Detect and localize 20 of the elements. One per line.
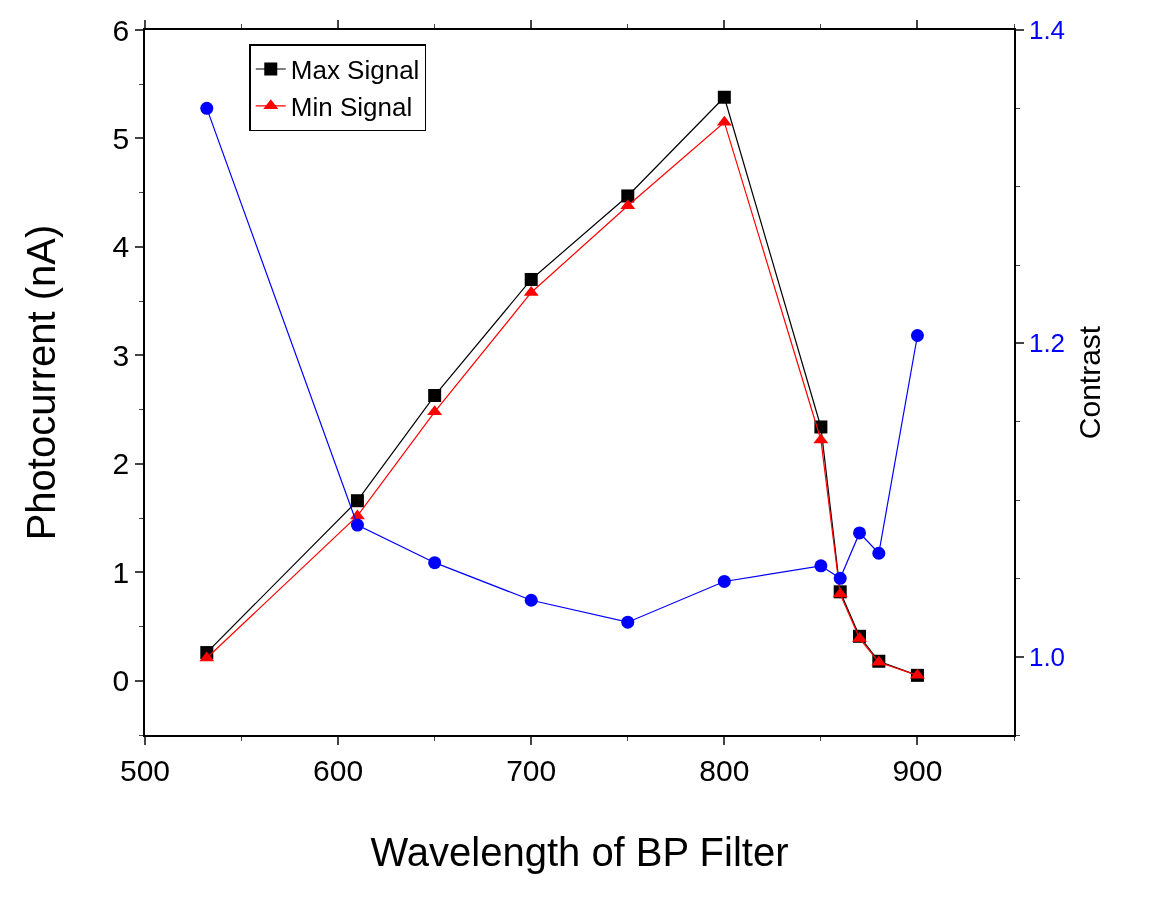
- y-tick-label: 6: [112, 13, 130, 47]
- legend-label: Min Signal: [290, 91, 413, 122]
- y-axis-title: Photocurrent (nA): [18, 224, 63, 541]
- x-tick-label: 800: [699, 753, 750, 787]
- x-tick-label: 900: [892, 753, 943, 787]
- x-axis-title: Wavelength of BP Filter: [370, 829, 789, 874]
- y-tick-label: 2: [112, 447, 130, 481]
- y2-tick-label: 1.0: [1028, 641, 1066, 672]
- y2-tick-label: 1.2: [1028, 328, 1066, 359]
- x-tick-label: 600: [313, 753, 364, 787]
- legend-label: Max Signal: [290, 55, 420, 86]
- y2-axis-title: Contrast: [1072, 325, 1106, 440]
- y-tick-label: 0: [112, 664, 130, 698]
- y2-tick-label: 1.4: [1028, 15, 1066, 46]
- y-tick-label: 5: [112, 121, 130, 155]
- x-tick-label: 500: [119, 753, 171, 787]
- y-tick-label: 1: [112, 555, 130, 589]
- y-tick-label: 4: [112, 230, 130, 264]
- y-tick-label: 3: [112, 338, 130, 372]
- x-tick-label: 700: [506, 753, 557, 787]
